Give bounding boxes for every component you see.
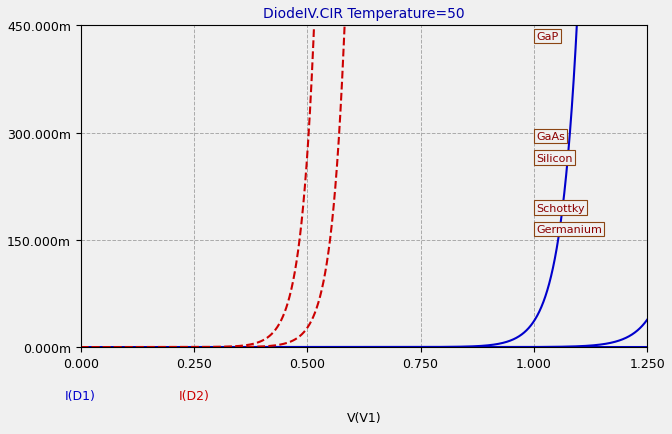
Text: V(V1): V(V1) (347, 411, 381, 424)
Text: Schottky: Schottky (536, 203, 585, 213)
Title: DiodeIV.CIR Temperature=50: DiodeIV.CIR Temperature=50 (263, 7, 465, 21)
Text: I(D1): I(D1) (65, 389, 96, 402)
Text: GaP: GaP (536, 32, 558, 42)
Text: GaAs: GaAs (536, 132, 565, 142)
Text: Silicon: Silicon (536, 153, 573, 163)
Text: I(D2): I(D2) (179, 389, 210, 402)
Text: Germanium: Germanium (536, 224, 602, 234)
